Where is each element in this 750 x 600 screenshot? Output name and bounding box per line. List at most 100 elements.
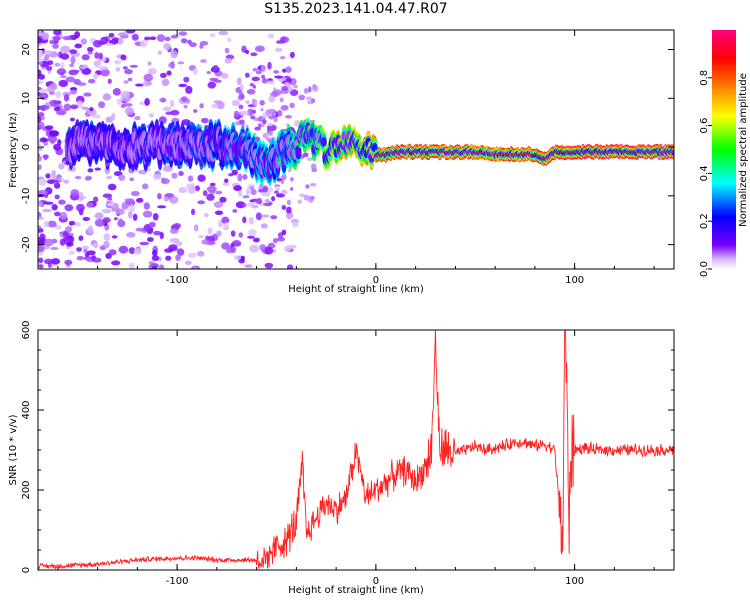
noise-blob bbox=[68, 250, 75, 255]
noise-blob bbox=[250, 115, 256, 120]
noise-blob bbox=[178, 171, 184, 176]
noise-blob bbox=[232, 208, 238, 213]
noise-blob bbox=[279, 97, 284, 103]
noise-blob bbox=[81, 106, 89, 110]
noise-blob bbox=[47, 85, 53, 93]
snr-ticks: -100 0 100 0 200 400 600 bbox=[21, 320, 674, 587]
noise-blob bbox=[46, 179, 56, 184]
noise-blob bbox=[242, 216, 247, 224]
noise-blob bbox=[169, 228, 179, 235]
noise-blob bbox=[265, 109, 272, 116]
noise-blob bbox=[299, 193, 306, 198]
noise-blob bbox=[245, 100, 250, 105]
noise-blob bbox=[87, 168, 94, 173]
noise-blob bbox=[53, 143, 61, 151]
noise-blob bbox=[231, 239, 242, 247]
noise-blob bbox=[70, 56, 76, 65]
noise-blob bbox=[124, 69, 133, 75]
noise-blob bbox=[260, 64, 266, 73]
noise-blob bbox=[285, 206, 292, 214]
noise-blob bbox=[280, 105, 289, 111]
noise-blob bbox=[263, 202, 269, 206]
noise-blob bbox=[157, 205, 167, 209]
noise-blob bbox=[115, 67, 121, 72]
noise-blob bbox=[38, 200, 44, 207]
noise-blob bbox=[199, 103, 204, 109]
noise-blob bbox=[252, 198, 257, 202]
ridge-core-line bbox=[375, 151, 674, 160]
noise-blob bbox=[289, 102, 295, 109]
noise-blob bbox=[183, 76, 190, 83]
noise-blob bbox=[245, 49, 250, 54]
noise-blob bbox=[47, 60, 54, 66]
noise-blob bbox=[273, 70, 280, 74]
noise-blob bbox=[70, 220, 76, 226]
noise-blob bbox=[52, 36, 61, 42]
noise-blob bbox=[247, 235, 255, 239]
noise-blob bbox=[78, 191, 84, 199]
noise-blob bbox=[53, 30, 62, 36]
noise-blob bbox=[175, 254, 181, 262]
noise-blob bbox=[43, 220, 50, 227]
noise-blob bbox=[238, 232, 244, 238]
noise-blob bbox=[273, 117, 278, 123]
noise-blob bbox=[170, 99, 175, 108]
noise-blob bbox=[74, 175, 82, 180]
noise-blob bbox=[198, 235, 204, 239]
noise-blob bbox=[143, 36, 151, 41]
noise-blob bbox=[181, 96, 188, 103]
noise-blob bbox=[272, 90, 279, 97]
noise-blob bbox=[128, 247, 136, 255]
noise-blob bbox=[92, 39, 103, 48]
noise-blob bbox=[270, 215, 278, 220]
noise-blob bbox=[240, 110, 250, 116]
noise-blob bbox=[45, 173, 51, 179]
noise-blob bbox=[44, 258, 54, 265]
noise-blob bbox=[206, 185, 217, 193]
noise-blob bbox=[249, 244, 260, 253]
noise-blob bbox=[124, 198, 135, 202]
noise-blob bbox=[188, 42, 198, 48]
noise-blob bbox=[66, 241, 74, 247]
noise-blob bbox=[81, 54, 90, 61]
noise-blob bbox=[168, 62, 176, 69]
noise-blob bbox=[285, 66, 292, 73]
colorbar-tick-label: 0.2 bbox=[699, 213, 710, 229]
noise-blob bbox=[303, 87, 309, 94]
noise-blob bbox=[50, 246, 59, 251]
noise-blob bbox=[69, 63, 74, 68]
noise-blob bbox=[199, 43, 204, 49]
noise-blob bbox=[267, 122, 274, 127]
noise-blob bbox=[69, 49, 78, 54]
noise-blob bbox=[130, 190, 140, 197]
noise-blob bbox=[86, 250, 96, 256]
noise-blob bbox=[91, 257, 102, 263]
noise-blob bbox=[231, 169, 238, 176]
noise-blob bbox=[62, 91, 72, 97]
noise-blob bbox=[289, 187, 294, 191]
noise-blob bbox=[116, 98, 122, 106]
noise-blob bbox=[267, 61, 272, 70]
noise-blob bbox=[42, 208, 52, 213]
noise-blob bbox=[239, 114, 244, 118]
noise-blob bbox=[193, 68, 198, 75]
noise-blob bbox=[149, 36, 157, 41]
noise-blob bbox=[139, 241, 150, 246]
noise-blob bbox=[308, 199, 314, 203]
noise-blob bbox=[38, 112, 45, 118]
noise-blob bbox=[157, 50, 162, 55]
noise-blob bbox=[249, 186, 255, 190]
noise-blob bbox=[305, 184, 310, 189]
noise-blob bbox=[272, 237, 278, 244]
y-tick-label: 20 bbox=[21, 43, 32, 56]
noise-blob bbox=[201, 239, 210, 245]
noise-blob bbox=[41, 32, 50, 41]
noise-blob bbox=[289, 89, 299, 96]
y-tick-label: 600 bbox=[21, 320, 32, 339]
noise-blob bbox=[60, 45, 71, 54]
noise-blob bbox=[221, 242, 230, 250]
noise-blob bbox=[103, 240, 110, 249]
noise-blob bbox=[281, 85, 289, 91]
noise-blob bbox=[38, 228, 44, 233]
